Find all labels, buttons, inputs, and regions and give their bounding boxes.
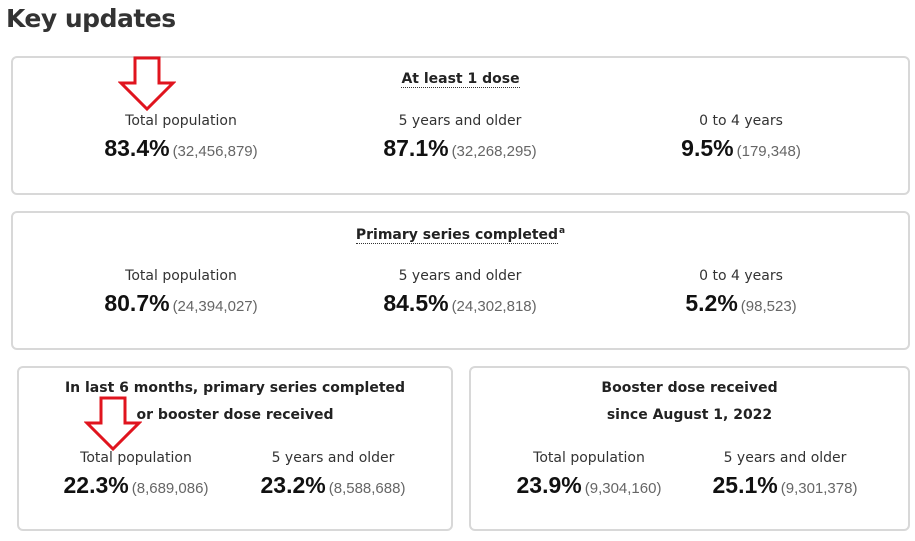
stat-label: 5 years and older xyxy=(723,450,847,466)
down-arrow-icon xyxy=(118,56,176,112)
stat-count: (24,302,818) xyxy=(451,298,537,315)
stat-percent: 23.9% xyxy=(516,472,582,498)
stat-label: Total population xyxy=(125,268,237,284)
five-years-older-stat: 5 years and older 87.1% (32,268,295) xyxy=(360,113,560,162)
stat-count: (32,456,879) xyxy=(172,143,258,160)
stat-count: (9,304,160) xyxy=(584,480,662,497)
at-least-one-dose-title[interactable]: At least 1 dose xyxy=(401,71,520,88)
footnote-marker[interactable]: a xyxy=(559,226,566,236)
stat-percent: 22.3% xyxy=(63,472,129,498)
stat-count: (8,689,086) xyxy=(131,480,209,497)
primary-series-title[interactable]: Primary series completed xyxy=(355,226,559,244)
stat-percent: 25.1% xyxy=(712,472,778,498)
stat-count: (24,394,027) xyxy=(172,298,258,315)
stat-count: (179,348) xyxy=(736,143,801,160)
booster-card: Booster dose received since August 1, 20… xyxy=(469,366,910,531)
total-population-stat: Total population 22.3% (8,689,086) xyxy=(36,450,236,499)
stat-label: Total population xyxy=(533,450,645,466)
last-six-months-card: In last 6 months, primary series complet… xyxy=(17,366,453,531)
stat-percent: 83.4% xyxy=(104,135,170,161)
last-six-months-title: In last 6 months, primary series complet… xyxy=(64,380,406,423)
stat-percent: 9.5% xyxy=(681,135,734,161)
five-years-older-stat: 5 years and older 23.2% (8,588,688) xyxy=(233,450,433,499)
total-population-stat: Total population 83.4% (32,456,879) xyxy=(81,113,281,162)
stat-percent: 5.2% xyxy=(685,290,738,316)
stat-label: Total population xyxy=(80,450,192,466)
stat-label: 5 years and older xyxy=(398,268,522,284)
stat-percent: 87.1% xyxy=(383,135,449,161)
zero-to-four-stat: 0 to 4 years 5.2% (98,523) xyxy=(641,268,841,317)
down-arrow-icon xyxy=(84,396,142,452)
stat-count: (9,301,378) xyxy=(780,480,858,497)
five-years-older-stat: 5 years and older 25.1% (9,301,378) xyxy=(685,450,885,499)
stat-percent: 23.2% xyxy=(260,472,326,498)
stat-label: 0 to 4 years xyxy=(699,113,783,129)
booster-title: Booster dose received since August 1, 20… xyxy=(601,380,778,423)
total-population-stat: Total population 23.9% (9,304,160) xyxy=(489,450,689,499)
at-least-one-dose-card: At least 1 dose Total population 83.4% (3… xyxy=(11,56,910,195)
stat-label: Total population xyxy=(125,113,237,129)
stat-percent: 84.5% xyxy=(383,290,449,316)
zero-to-four-stat: 0 to 4 years 9.5% (179,348) xyxy=(641,113,841,162)
five-years-older-stat: 5 years and older 84.5% (24,302,818) xyxy=(360,268,560,317)
total-population-stat: Total population 80.7% (24,394,027) xyxy=(81,268,281,317)
stat-count: (8,588,688) xyxy=(328,480,406,497)
stat-count: (32,268,295) xyxy=(451,143,537,160)
stat-percent: 80.7% xyxy=(104,290,170,316)
primary-series-card: Primary series completeda Total populati… xyxy=(11,211,910,350)
stat-label: 5 years and older xyxy=(398,113,522,129)
page-title: Key updates xyxy=(6,4,176,33)
stat-label: 0 to 4 years xyxy=(699,268,783,284)
stat-label: 5 years and older xyxy=(271,450,395,466)
stat-count: (98,523) xyxy=(740,298,797,315)
